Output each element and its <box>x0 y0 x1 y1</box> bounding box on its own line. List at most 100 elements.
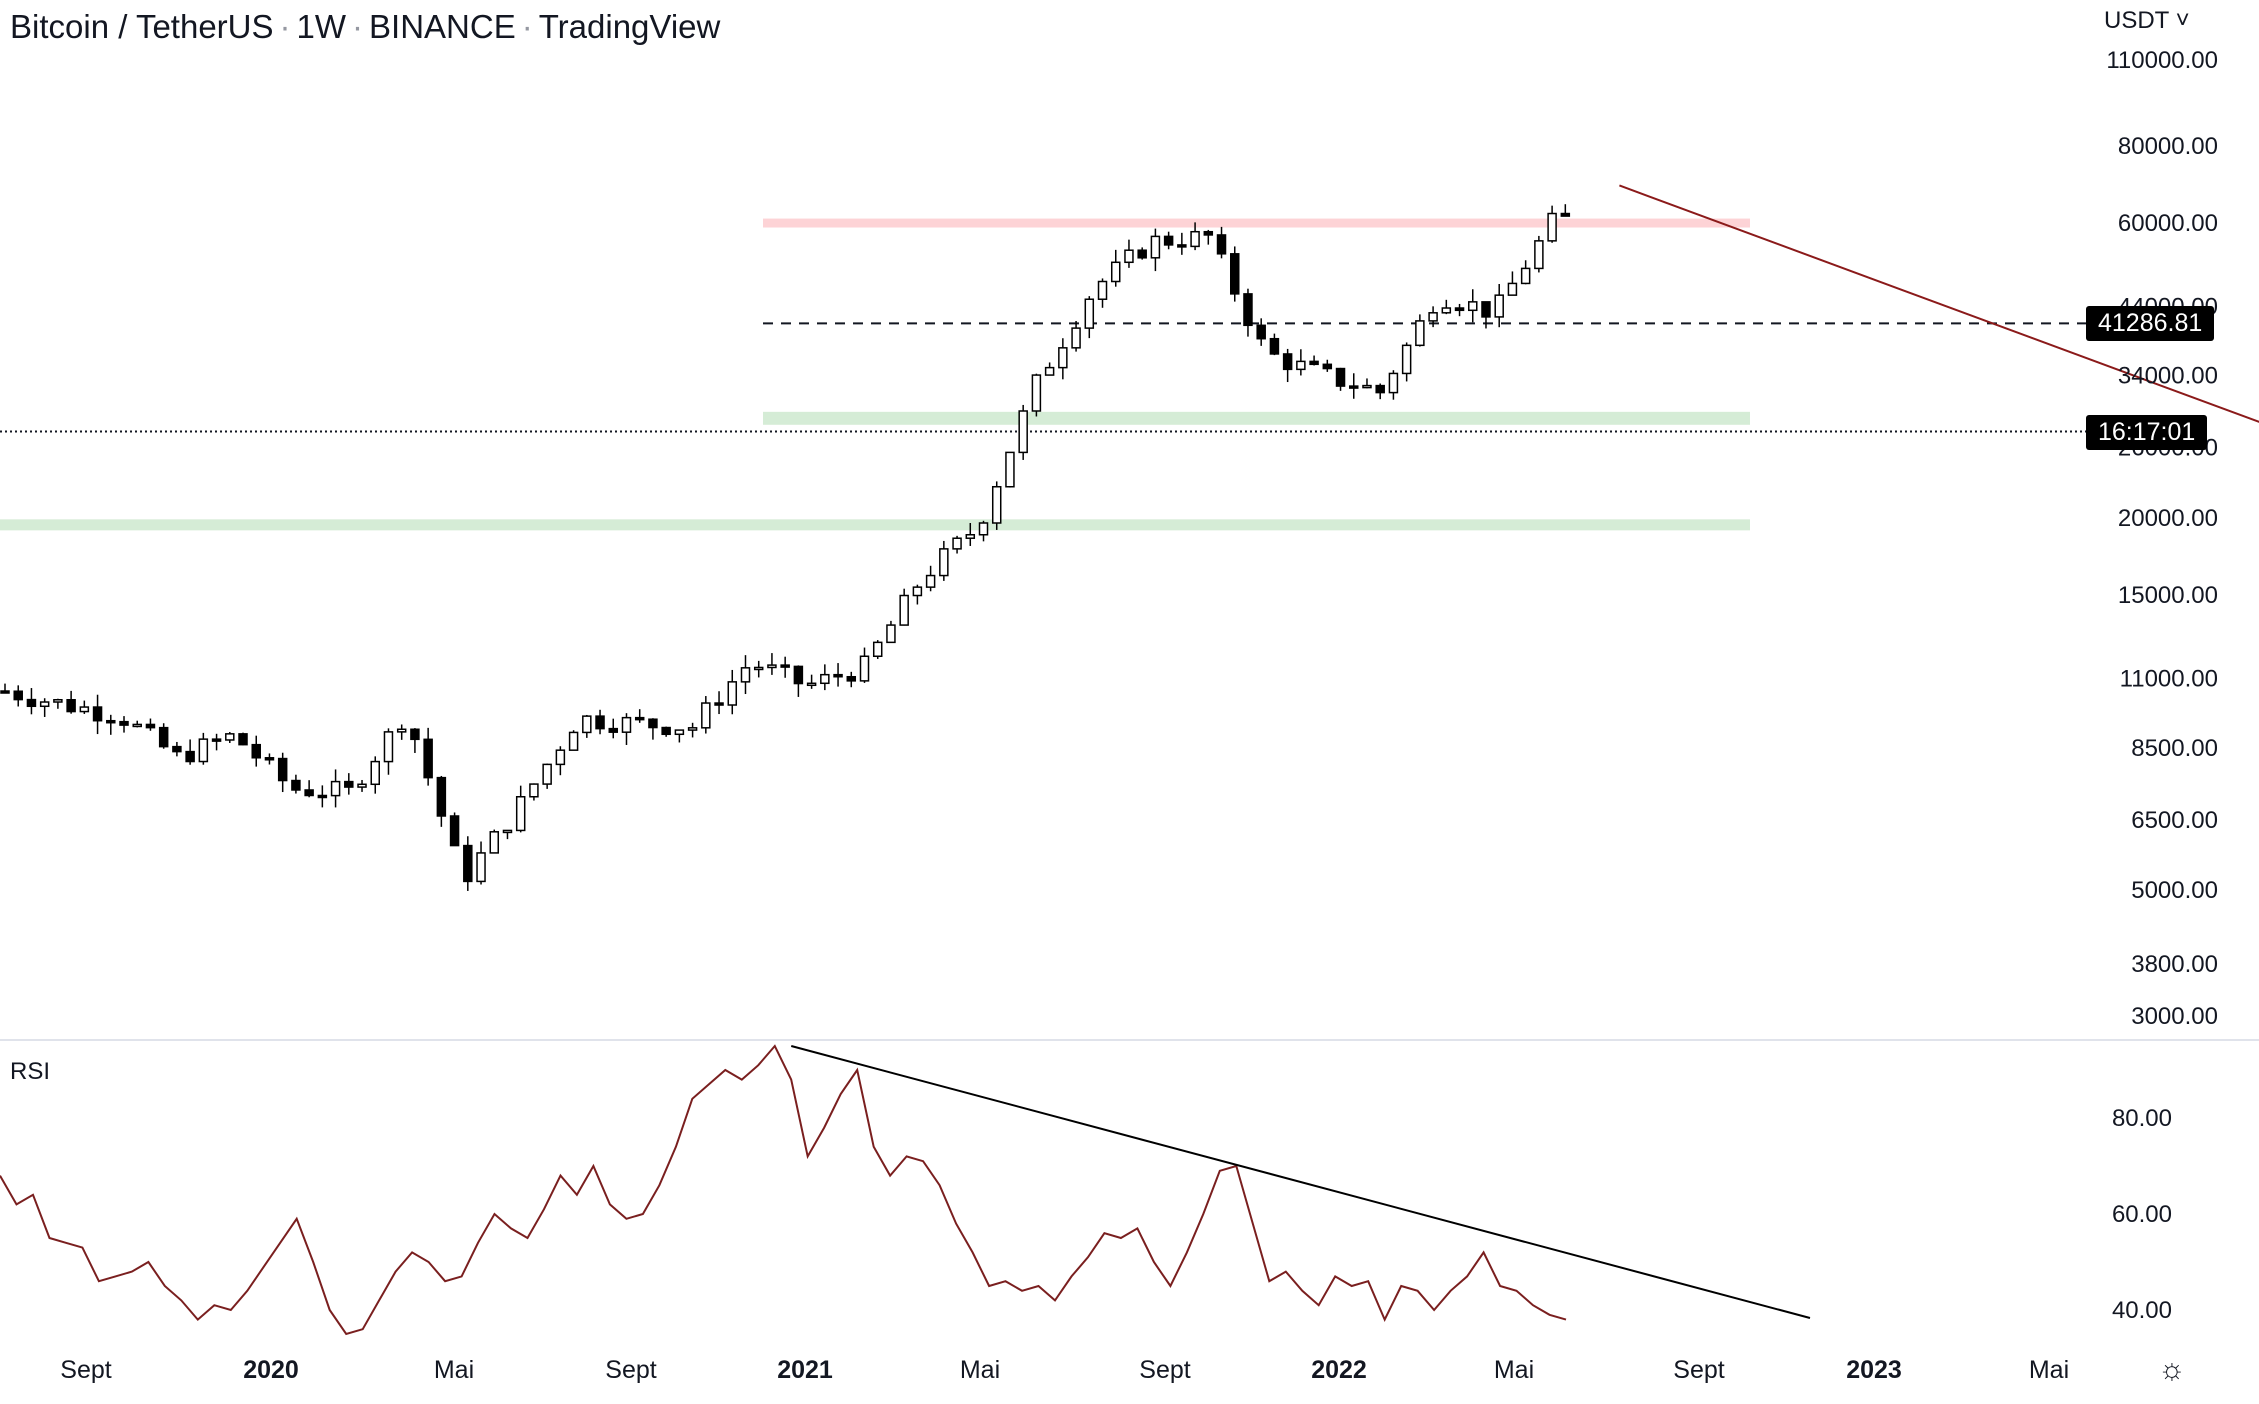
bear-candle <box>1335 367 1346 387</box>
bear-candle <box>1203 230 1214 236</box>
rsi-pane <box>0 1044 1811 1336</box>
bear-candle <box>277 757 288 782</box>
support-zone <box>0 519 1750 531</box>
interval-label[interactable]: 1W <box>296 8 347 45</box>
chart-header: Bitcoin / TetherUS · 1W · BINANCE · TradingVie… <box>10 8 720 46</box>
bull-candle <box>872 641 883 658</box>
bull-candle <box>1401 344 1412 375</box>
bull-candle <box>396 728 407 733</box>
bear-candle <box>846 675 857 682</box>
bull-candle <box>1415 320 1425 347</box>
bear-candle <box>1269 337 1280 355</box>
bull-candle <box>939 548 949 577</box>
bear-candle <box>317 794 328 799</box>
bear-candle <box>264 757 275 761</box>
time-tick-label: 2021 <box>777 1356 833 1384</box>
bear-candle <box>793 665 804 685</box>
header-separator: · <box>352 8 364 45</box>
bear-candle <box>0 690 10 694</box>
bull-candle <box>965 534 976 539</box>
bear-candle <box>423 738 433 779</box>
support-zone <box>763 411 1750 425</box>
bear-candle <box>211 738 222 742</box>
bear-candle <box>304 789 314 797</box>
time-tick-label: Mai <box>960 1356 1000 1384</box>
exchange-label: BINANCE <box>369 8 516 45</box>
bull-candle <box>1507 282 1518 296</box>
bear-candle <box>714 702 724 706</box>
bull-candle <box>687 727 698 731</box>
bear-candle <box>780 664 790 668</box>
bull-candle <box>1058 347 1068 369</box>
bull-candle <box>198 738 209 763</box>
symbol-name[interactable]: Bitcoin / TetherUS <box>10 8 274 45</box>
bull-candle <box>1468 301 1478 312</box>
price-tick-label: 60000.00 <box>2118 210 2218 237</box>
bear-candle <box>1243 293 1253 327</box>
bear-candle <box>1322 363 1333 370</box>
rsi-trendline <box>790 1045 1811 1319</box>
bull-candle <box>1018 410 1028 454</box>
price-tick-label: 15000.00 <box>2118 582 2218 609</box>
time-tick-label: 2022 <box>1311 1356 1367 1384</box>
time-axis[interactable]: Sept 2020 Mai Sept 2021 Mai Sept 2022 Mai Sept 202… <box>60 1356 2069 1384</box>
bear-candle <box>145 723 156 729</box>
levels-layer <box>0 322 2086 433</box>
bear-candle <box>1454 307 1465 312</box>
price-level-tag: 41286.81 <box>2086 306 2215 341</box>
bull-candle <box>370 760 380 786</box>
bear-candle <box>238 733 248 746</box>
bar-countdown-tag: 16:17:01 <box>2086 415 2208 450</box>
currency-selector[interactable]: USDT ˅ <box>2104 7 2190 34</box>
bull-candle <box>1084 298 1095 329</box>
bull-candle <box>79 706 90 713</box>
bull-candle <box>555 749 566 766</box>
bear-candle <box>436 776 447 817</box>
bear-candle <box>1256 324 1266 340</box>
bull-candle <box>1534 240 1544 270</box>
bull-candle <box>859 655 870 682</box>
bear-candle <box>251 743 261 759</box>
bull-candle <box>357 783 367 788</box>
rsi-tick-label: 40.00 <box>2112 1297 2172 1324</box>
time-tick-label: Sept <box>1139 1356 1190 1384</box>
bull-candle <box>489 831 500 854</box>
bull-candle <box>53 699 63 703</box>
bear-candle <box>26 698 37 708</box>
bull-candle <box>1044 366 1055 376</box>
bear-candle <box>1177 244 1187 248</box>
bull-candle <box>701 702 711 729</box>
bear-candle <box>119 720 129 726</box>
bull-candle <box>767 664 777 669</box>
bear-candle <box>106 719 116 724</box>
price-tick-label: 80000.00 <box>2118 133 2218 160</box>
time-tick-label: Mai <box>1494 1356 1534 1384</box>
bear-candle <box>833 673 843 678</box>
bull-candle <box>925 574 936 588</box>
bear-candle <box>66 699 76 713</box>
sun-gear-icon[interactable]: ☼ <box>2158 1353 2186 1386</box>
bear-candle <box>463 844 473 883</box>
price-tick-label: 34000.00 <box>2118 363 2218 390</box>
price-axis[interactable]: 110000.0080000.0060000.0044000.0034000.0… <box>2106 47 2218 1030</box>
bull-candle <box>225 733 235 741</box>
bull-candle <box>1494 294 1504 318</box>
bear-candle <box>1229 253 1240 295</box>
bull-candle <box>886 624 896 644</box>
resistance-zone <box>763 218 1750 228</box>
bull-candle <box>1071 327 1081 349</box>
bear-candle <box>648 718 658 729</box>
price-tick-label: 3000.00 <box>2131 1003 2218 1030</box>
bull-candle <box>952 537 962 550</box>
rsi-line <box>0 1044 1567 1336</box>
bear-candle <box>410 728 420 741</box>
bear-candle <box>1375 384 1385 394</box>
bear-candle <box>92 706 103 722</box>
bear-candle <box>158 726 169 748</box>
bull-candle <box>753 666 764 671</box>
bull-candle <box>991 485 1002 524</box>
bull-candle <box>582 715 592 734</box>
trendline-layer <box>1619 184 2259 423</box>
bull-candle <box>1150 235 1161 259</box>
